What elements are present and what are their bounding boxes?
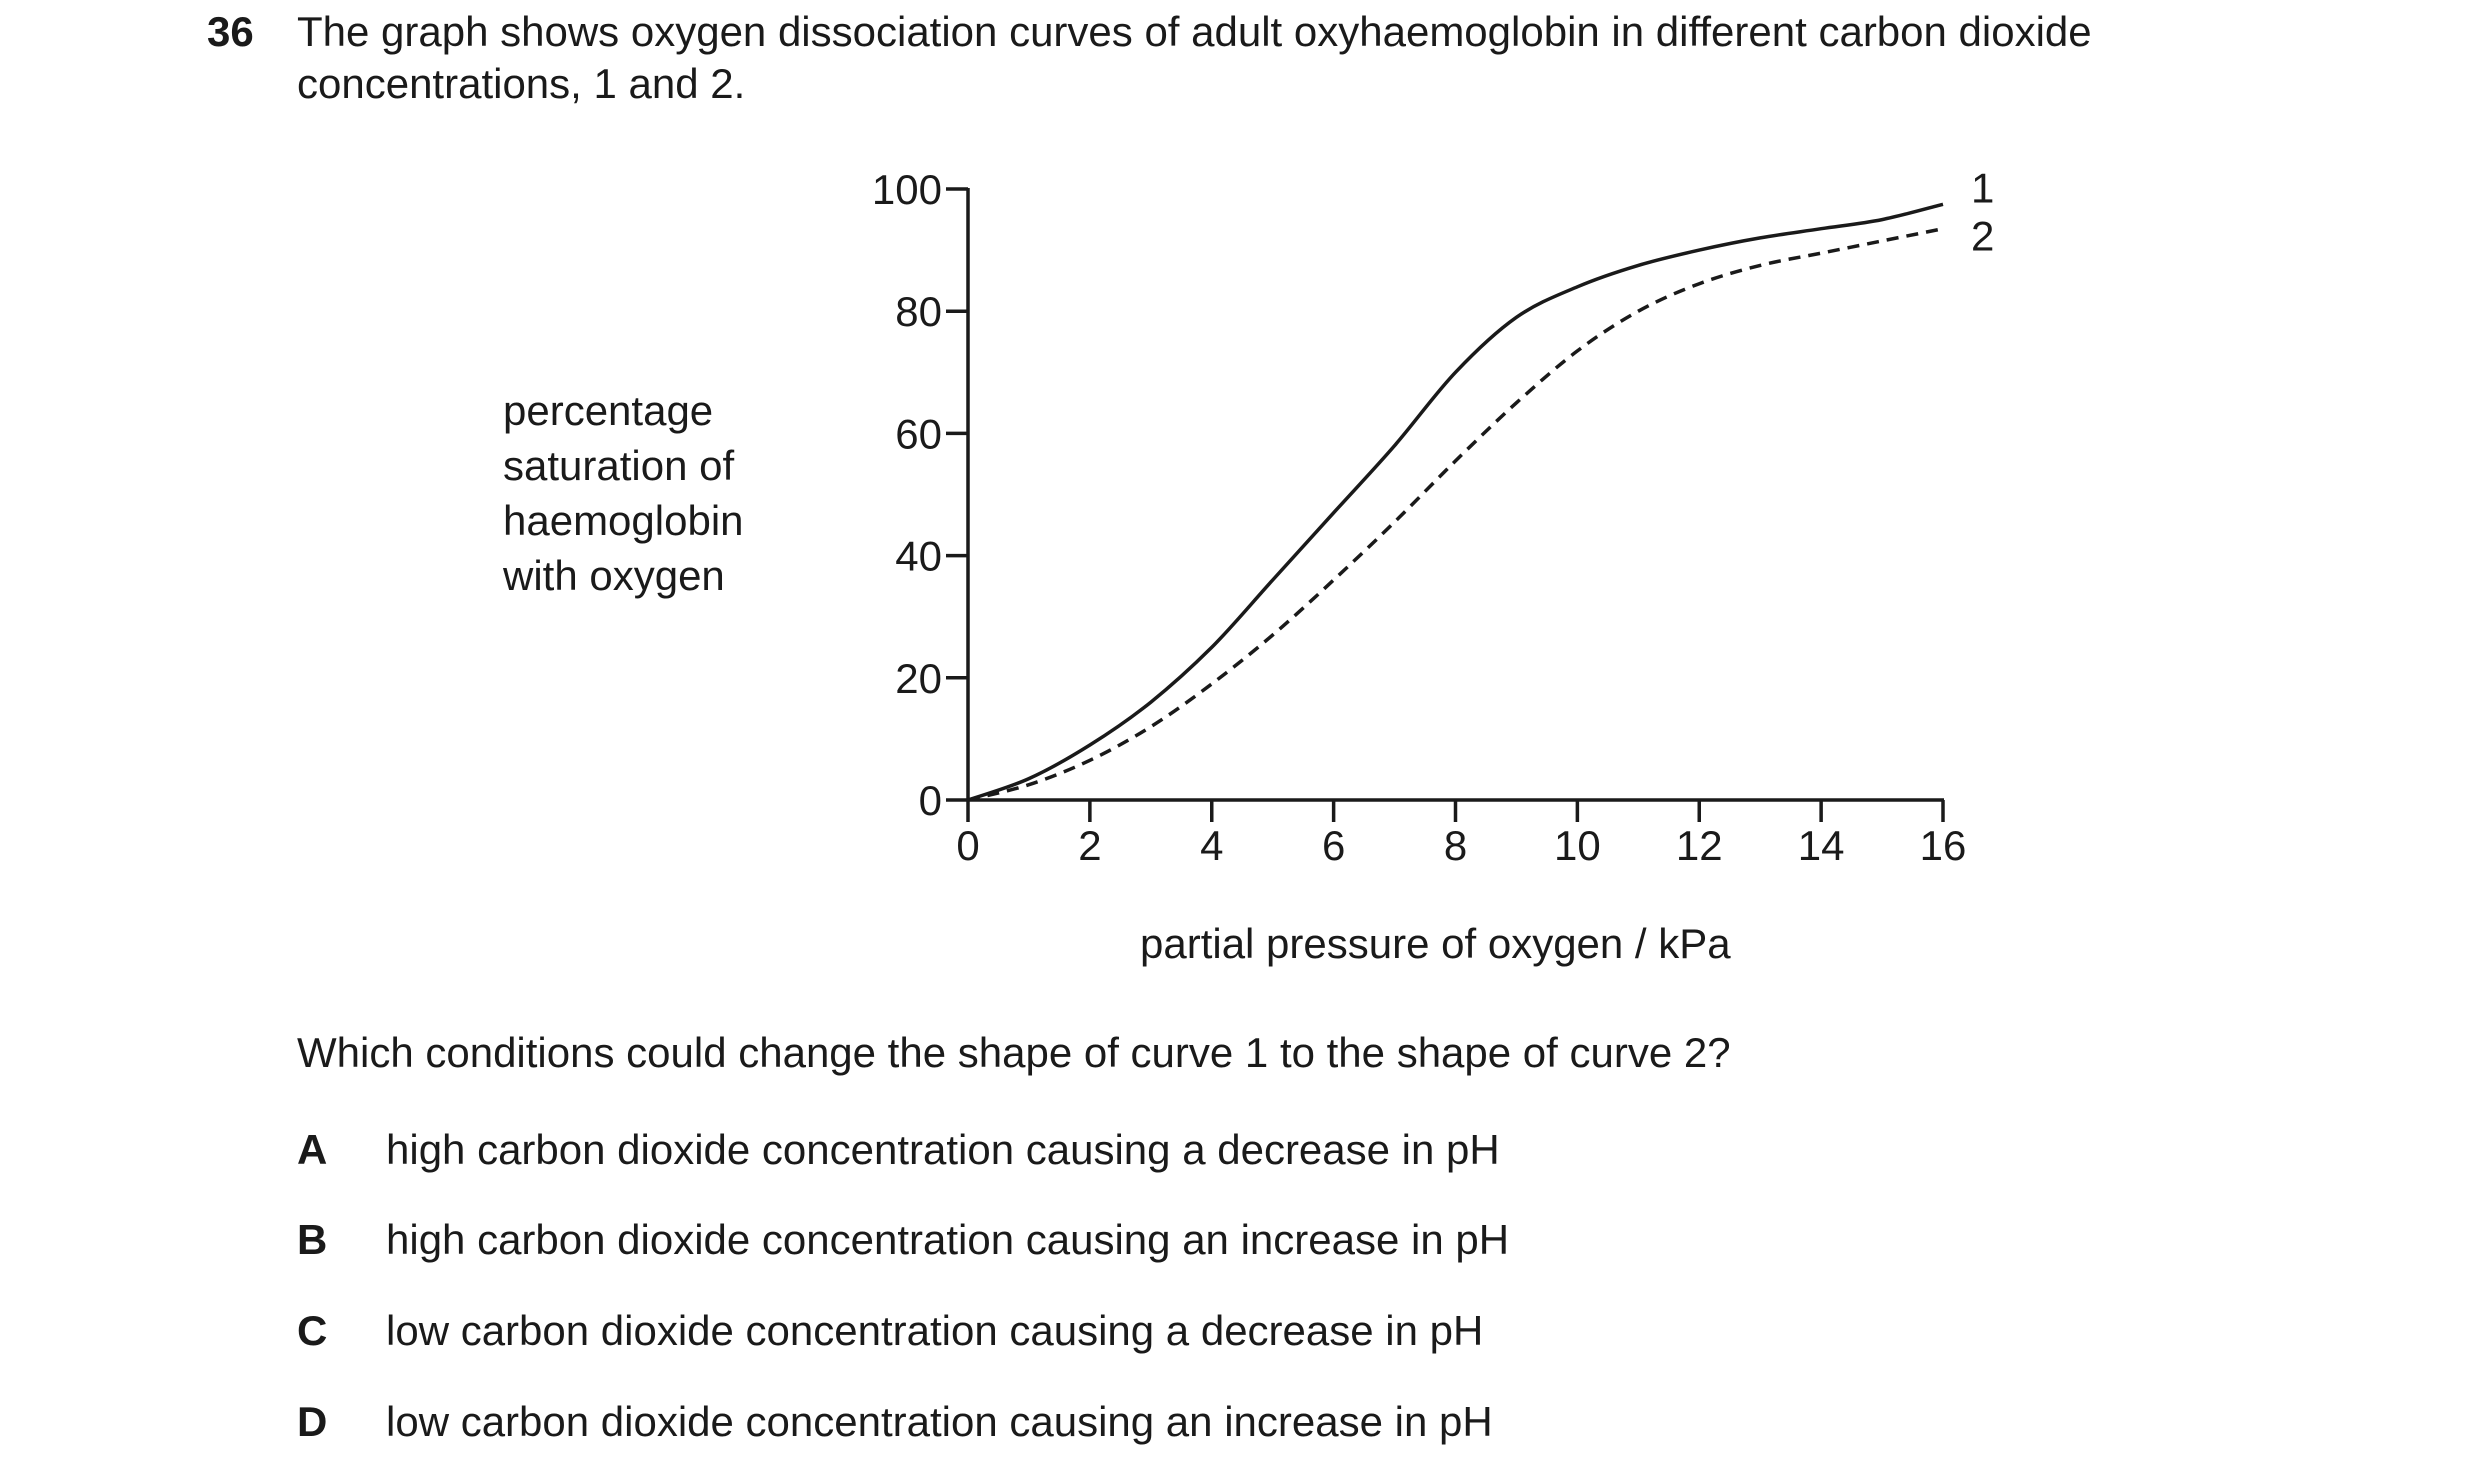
- option-b-letter: B: [297, 1216, 328, 1263]
- y-axis-label-line-4: with oxygen: [503, 552, 725, 599]
- question-prompt: Which conditions could change the shape …: [297, 1029, 1731, 1076]
- y-axis-label-line-3: haemoglobin: [503, 497, 744, 544]
- curve-label-2: 2: [1971, 213, 1994, 260]
- y-tick-label-20: 20: [895, 655, 942, 702]
- question-stem-line-1: The graph shows oxygen dissociation curv…: [297, 8, 2092, 55]
- question-number: 36: [207, 8, 254, 55]
- y-axis-label-line-1: percentage: [503, 387, 714, 434]
- option-a-text: high carbon dioxide concentration causin…: [386, 1126, 1500, 1173]
- option-d-letter: D: [297, 1398, 328, 1445]
- question-stem-line-2: concentrations, 1 and 2.: [297, 60, 746, 107]
- x-tick-label-14: 14: [1798, 822, 1845, 869]
- x-tick-label-2: 2: [1078, 822, 1101, 869]
- x-tick-label-16: 16: [1920, 822, 1967, 869]
- curve-2: [967, 226, 1944, 802]
- y-tick-label-80: 80: [895, 288, 942, 335]
- option-d-text: low carbon dioxide concentration causing…: [386, 1398, 1493, 1445]
- option-c-text: low carbon dioxide concentration causing…: [386, 1307, 1484, 1354]
- curve-label-1: 1: [1971, 164, 1994, 211]
- x-tick-label-12: 12: [1676, 822, 1723, 869]
- question-stem: The graph shows oxygen dissociation curv…: [297, 6, 2427, 110]
- y-tick-label-0: 0: [919, 777, 942, 824]
- option-a-letter: A: [297, 1126, 328, 1173]
- y-tick-label-40: 40: [895, 533, 942, 580]
- x-axis-label: partial pressure of oxygen / kPa: [1140, 920, 1731, 967]
- curve-1: [967, 202, 1944, 802]
- x-tick-label-0: 0: [956, 822, 979, 869]
- option-c-letter: C: [297, 1307, 328, 1354]
- option-b-text: high carbon dioxide concentration causin…: [386, 1216, 1510, 1263]
- y-tick-label-60: 60: [895, 410, 942, 457]
- x-tick-label-6: 6: [1322, 822, 1345, 869]
- x-tick-label-8: 8: [1444, 822, 1467, 869]
- y-tick-label-100: 100: [872, 166, 942, 213]
- y-axis-label: percentage saturation of haemoglobin wit…: [503, 383, 744, 603]
- x-tick-label-4: 4: [1200, 822, 1223, 869]
- y-axis-label-line-2: saturation of: [503, 442, 735, 489]
- x-tick-label-10: 10: [1554, 822, 1601, 869]
